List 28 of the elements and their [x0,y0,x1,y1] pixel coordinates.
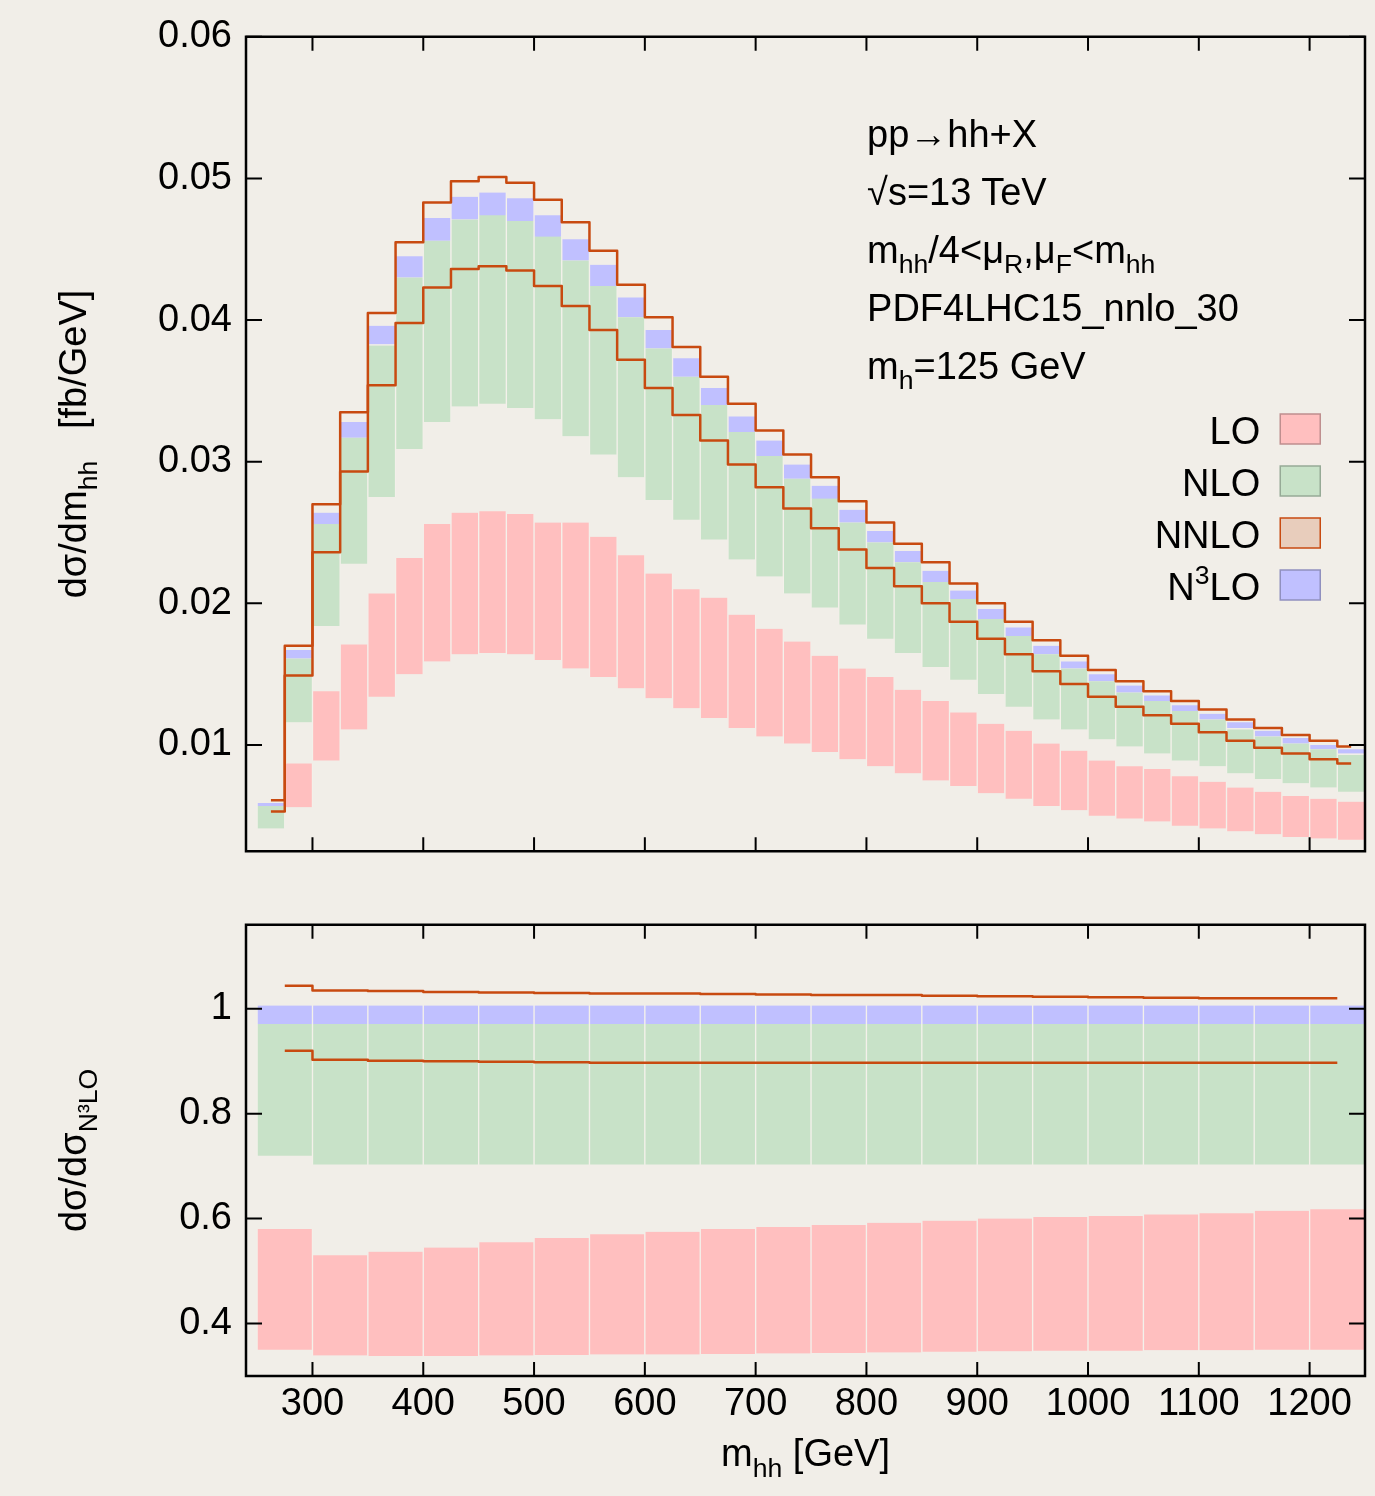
legend-label: LO [1209,410,1261,452]
y-tick-label: 0.03 [158,438,232,481]
legend-label: NLO [1182,462,1261,504]
x-tick-label: 600 [613,1381,677,1424]
legend-label: NNLO [1154,514,1261,556]
x-tick-label: 900 [945,1381,1009,1424]
x-tick-label: 1200 [1267,1381,1352,1424]
y-tick-label: 0.04 [158,296,232,339]
y-tick-label: 0.6 [179,1195,232,1238]
annotation: PDF4LHC15_nnlo_30 [867,286,1239,329]
annotation: √s=13 TeV [867,170,1048,213]
x-tick-label: 400 [391,1381,455,1424]
y-tick-label: 1 [210,985,232,1028]
x-tick-label: 1000 [1045,1381,1131,1424]
y-axis-title: dσ/dσN³LO [52,1068,103,1233]
annotation: pp→hh+X [867,112,1038,155]
x-tick-label: 300 [280,1381,345,1424]
x-tick-label: 800 [834,1381,899,1424]
y-axis-title: dσ/dmhh [fb/GeV] [52,289,103,599]
x-tick-label: 1100 [1157,1381,1240,1424]
y-tick-label: 0.06 [158,13,232,56]
x-tick-label: 700 [723,1381,788,1424]
y-tick-label: 0.05 [158,154,232,197]
y-tick-label: 0.01 [158,721,232,764]
y-tick-label: 0.4 [179,1300,232,1343]
y-tick-label: 0.8 [179,1090,232,1133]
x-tick-label: 500 [502,1381,566,1424]
y-tick-label: 0.02 [158,579,232,622]
